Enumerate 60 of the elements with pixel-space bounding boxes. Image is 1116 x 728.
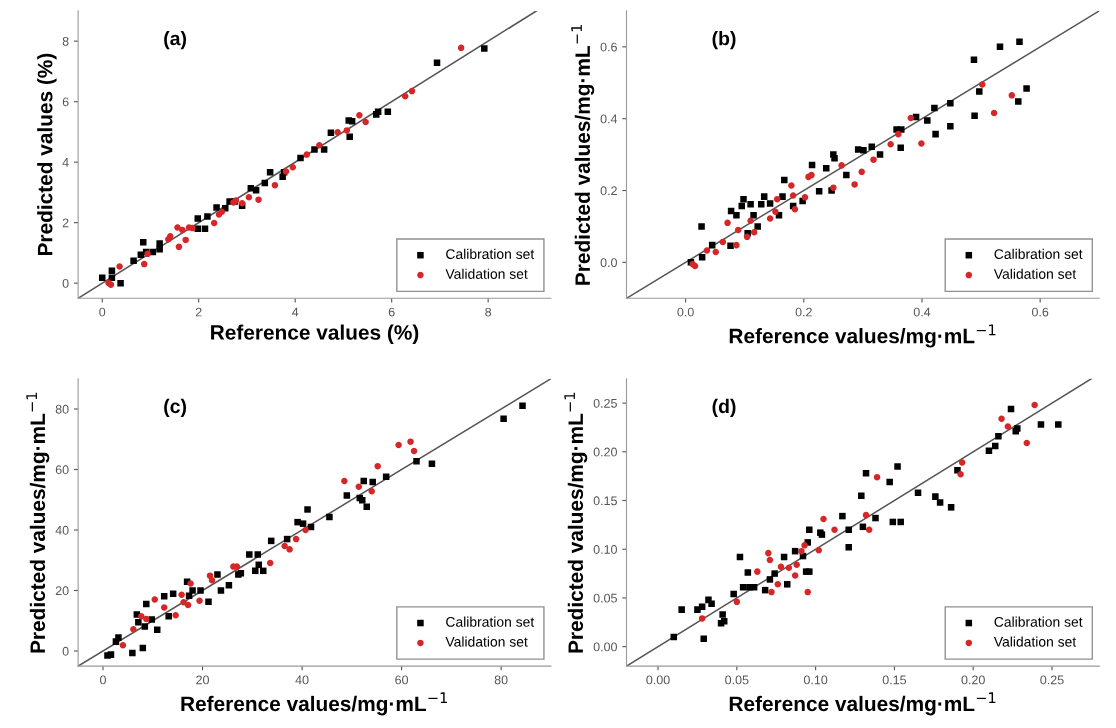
x-tick-label: 0.6 (1031, 307, 1049, 317)
x-tick-label: 6 (388, 307, 395, 317)
x-tick-label: 0.15 (882, 675, 907, 685)
y-tick-label: 0.00 (593, 642, 617, 652)
y-tick-label: 0.4 (600, 114, 618, 124)
x-tick-label: 0.25 (1040, 675, 1064, 685)
x-tick-label: 4 (292, 307, 299, 317)
x-tick-label: 0.00 (646, 675, 670, 685)
y-tick-label: 0.6 (600, 42, 617, 52)
x-tick-label: 0.05 (725, 675, 749, 685)
x-axis-title: Reference values/mg·mL$^{−1}$ (729, 692, 996, 716)
y-tick-label: 6 (62, 97, 69, 107)
legend-label: Validation set (445, 268, 528, 279)
y-tick-label: 20 (55, 586, 69, 596)
y-tick-label: 0 (62, 646, 69, 656)
annotation: (d) (712, 398, 736, 417)
y-tick-label: 80 (55, 404, 69, 414)
x-tick-label: 0.4 (913, 307, 931, 317)
y-tick-label: 8 (62, 36, 69, 46)
x-axis-title: Reference values (%) (211, 324, 419, 344)
legend-label: Calibration set (994, 616, 1083, 627)
annotation: (b) (712, 31, 736, 50)
legend-label: Validation set (445, 636, 528, 647)
legend-label: Validation set (993, 268, 1077, 279)
y-axis-title: Predicted values (%) (37, 53, 57, 256)
legend-label: Calibration set (446, 248, 535, 259)
y-tick-label: 0.05 (593, 593, 617, 603)
x-tick-label: 0.2 (795, 307, 812, 317)
y-tick-label: 2 (62, 218, 69, 228)
y-tick-label: 0 (62, 278, 69, 288)
x-tick-label: 0 (100, 675, 106, 685)
x-tick-label: 0.10 (803, 675, 828, 685)
x-tick-label: 2 (195, 307, 202, 317)
x-axis-title: Reference values/mg·mL$^{−1}$ (729, 324, 996, 348)
y-tick-label: 0.20 (593, 447, 617, 457)
legend-label: Validation set (993, 636, 1077, 647)
y-axis-title: Predicted values/mg·mL$^{−1}$ (26, 392, 50, 653)
x-tick-label: 60 (395, 675, 409, 685)
x-axis-title: Reference values/mg·mL$^{−1}$ (181, 692, 447, 716)
y-tick-label: 60 (55, 465, 69, 475)
y-tick-label: 0.15 (593, 496, 617, 506)
y-tick-label: 0.2 (600, 186, 617, 196)
x-tick-label: 0.0 (677, 307, 694, 317)
y-tick-label: 40 (55, 525, 69, 535)
x-tick-label: 0 (99, 307, 106, 317)
annotation: (c) (164, 398, 187, 417)
x-tick-label: 80 (494, 675, 508, 685)
annotation: (a) (164, 31, 187, 50)
x-tick-label: 0.20 (961, 675, 985, 685)
legend-label: Calibration set (446, 616, 535, 627)
x-tick-label: 40 (295, 675, 309, 685)
y-tick-label: 0.10 (593, 545, 617, 554)
x-tick-label: 20 (196, 675, 209, 685)
x-tick-label: 8 (485, 307, 492, 317)
y-axis-title: Predicted values/mg·mL$^{−1}$ (564, 392, 588, 653)
y-tick-label: 4 (62, 158, 69, 167)
y-axis-title: Predicted values/mg·mL$^{−1}$ (571, 25, 595, 285)
y-tick-label: 0.25 (593, 398, 617, 408)
y-tick-label: 0.0 (600, 258, 617, 268)
legend-label: Calibration set (994, 248, 1083, 259)
